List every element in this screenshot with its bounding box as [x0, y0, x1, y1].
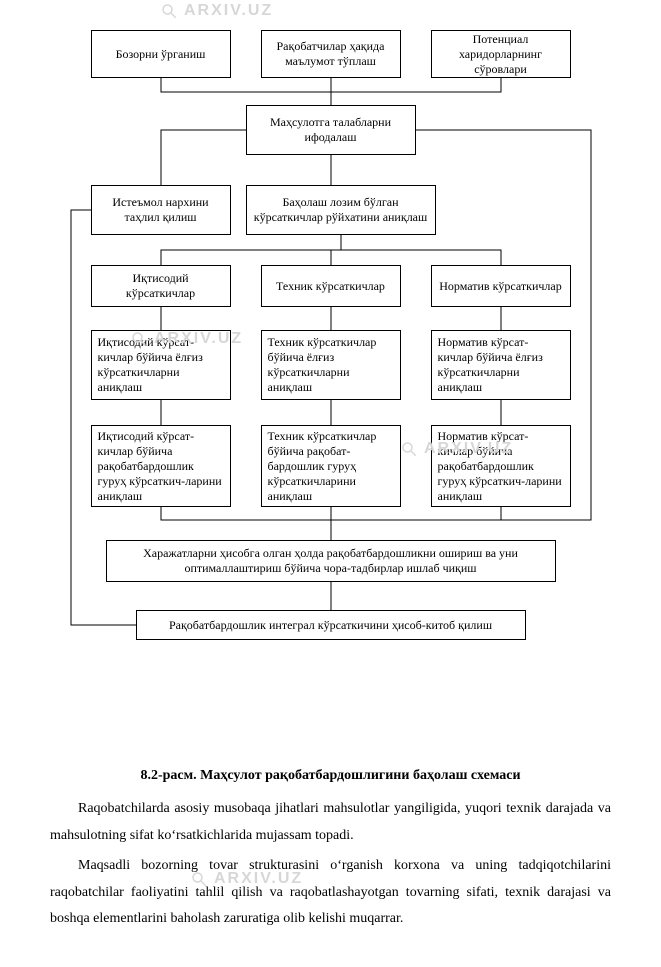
box-normative-single: Норматив кўрсат-кичлар бўйича ёлғиз кўрс…	[431, 330, 571, 400]
box-economic-indicators: Иқтисодий кўрсаткичлар	[91, 265, 231, 307]
watermark: ARXIV.UZ	[160, 2, 273, 20]
box-measures: Харажатларни ҳисобга олган ҳолда рақобат…	[106, 540, 556, 582]
box-economic-group: Иқтисодий кўрсат-кичлар бўйича рақобатба…	[91, 425, 231, 507]
box-technical-single: Техник кўрсаткичлар бўйича ёлғиз кўрсатк…	[261, 330, 401, 400]
box-technical-indicators: Техник кўрсаткичлар	[261, 265, 401, 307]
box-competitor-info: Рақобатчилар ҳақида маълумот тўплаш	[261, 30, 401, 78]
figure-caption: 8.2-расм. Маҳсулот рақобатбардошлигини б…	[50, 768, 611, 784]
box-price-analysis: Истеъмол нархини таҳлил қилиш	[91, 185, 231, 235]
box-economic-single: Иқтисодий кўрсат-кичлар бўйича ёлғиз кўр…	[91, 330, 231, 400]
box-market-study: Бозорни ўрганиш	[91, 30, 231, 78]
box-normative-group: Норматив кўрсат-кичлар бўйича рақобатбар…	[431, 425, 571, 507]
paragraph-1: Raqobatchilarda asosiy musobaqa jihatlar…	[50, 796, 611, 849]
flowchart: Бозорни ўрганиш Рақобатчилар ҳақида маъл…	[51, 30, 611, 750]
box-potential-buyers: Потенциал харидорларнинг сўровлари	[431, 30, 571, 78]
box-product-requirements: Маҳсулотга талабларни ифодалаш	[246, 105, 416, 155]
box-integral-indicator: Рақобатбардошлик интеграл кўрсаткичини ҳ…	[136, 610, 526, 640]
paragraph-2: Maqsadli bozorning tovar strukturasini o…	[50, 853, 611, 933]
box-technical-group: Техник кўрсаткичлар бўйича рақобат-бардо…	[261, 425, 401, 507]
box-indicator-list: Баҳолаш лозим бўлган кўрсаткичлар рўйхат…	[246, 185, 436, 235]
box-normative-indicators: Норматив кўрсаткичлар	[431, 265, 571, 307]
